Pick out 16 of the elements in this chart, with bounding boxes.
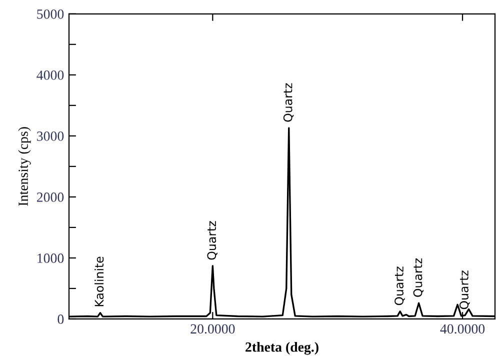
y-tick-label: 3000 — [37, 132, 64, 141]
y-tick-label: 4000 — [36, 70, 64, 80]
x-axis-title: 2theta (deg.) — [246, 342, 318, 355]
y-axis-title: Intensity (cps) — [18, 127, 31, 206]
annotation: Quartz — [207, 221, 218, 260]
x-tick-label: 20.0000 — [190, 324, 235, 334]
x-tick-label: 40.0000 — [440, 324, 485, 334]
y-tick-label: 2000 — [36, 192, 64, 202]
annotation: Quartz — [460, 270, 470, 310]
annotation: Kaolinite — [94, 256, 104, 306]
annotation: Quartz — [283, 83, 294, 122]
y-tick-label: 5000 — [37, 9, 64, 19]
annotation: Quartz — [394, 266, 405, 306]
y-tick-label: 0 — [58, 314, 64, 324]
y-tick-label: 1000 — [38, 254, 64, 263]
annotation: Quartz — [413, 258, 424, 297]
